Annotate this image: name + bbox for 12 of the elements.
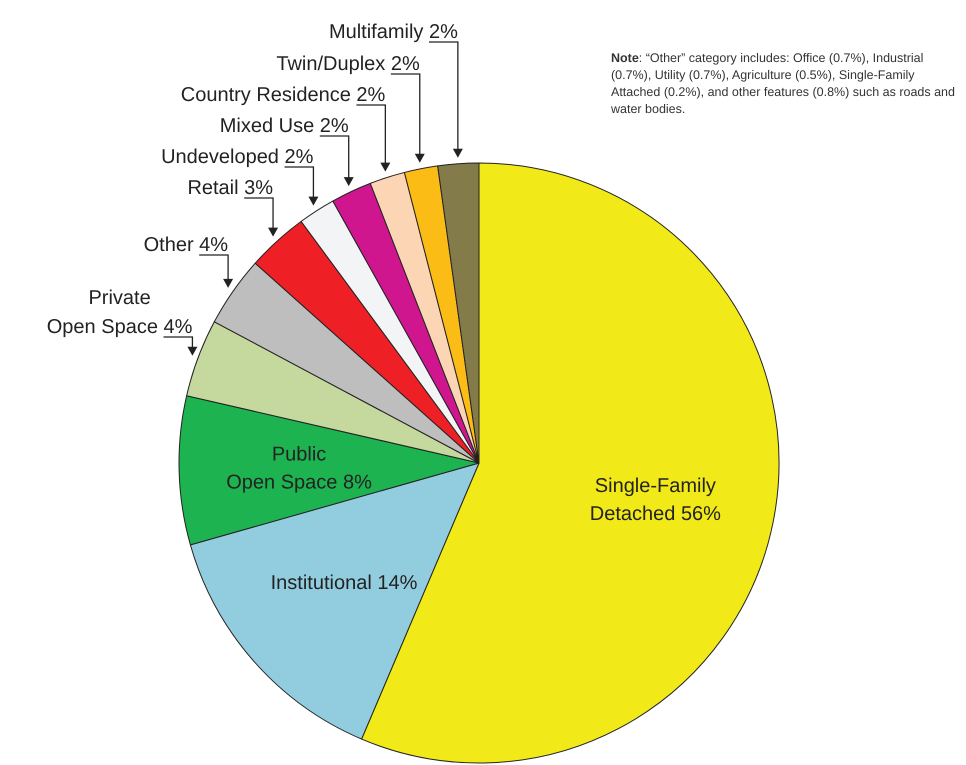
slice-label: Other 4%: [144, 234, 228, 256]
slice-label: Undeveloped 2%: [161, 146, 314, 168]
slice-label: Multifamily 2%: [328, 21, 458, 43]
slice-label: Single-Family Detached 56%: [590, 474, 722, 525]
slice-label: Institutional 14%: [270, 572, 418, 594]
slice-label: Mixed Use 2%: [220, 115, 349, 137]
slice-label: Country Residence 2%: [180, 84, 386, 106]
slice-label: Retail 3%: [187, 177, 274, 199]
slice-label: Twin/Duplex 2%: [276, 53, 420, 75]
text: Note: “Other” category includes: Office (0.7%), Industrial (0.7%), Utility (0.7%), Agriculture (0.5%), Single-Family Attached (0.2%), and other features (0.8%) such as roads and water bodies.: [611, 51, 955, 116]
slice-label: Private Open Space 4%: [46, 287, 193, 338]
slice-label: Public Open Space 8%: [226, 444, 372, 494]
